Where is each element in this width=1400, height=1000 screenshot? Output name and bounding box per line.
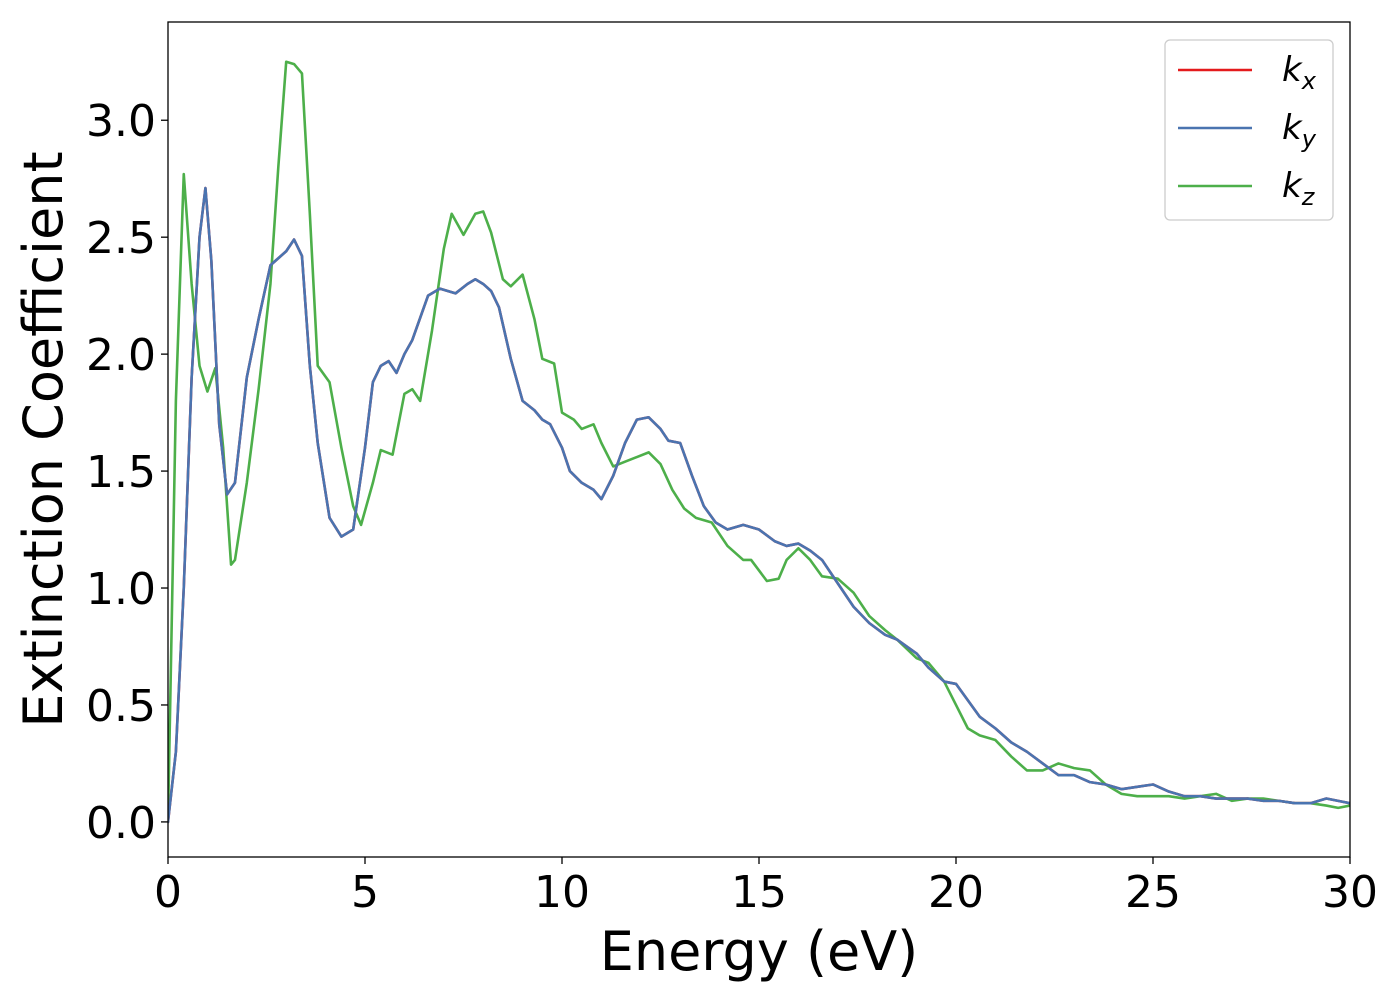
x-axis-label: Energy (eV) — [600, 920, 919, 983]
legend-box — [1164, 39, 1334, 221]
y-tick-label: 2.5 — [86, 213, 156, 264]
series-line-z — [168, 60, 1350, 824]
x-tick-label: 20 — [928, 867, 984, 918]
legend-label-z: kz — [1282, 166, 1316, 211]
y-axis-label: Extinction Coefficient — [12, 151, 75, 727]
x-tick-label: 15 — [731, 867, 787, 918]
y-tick-label: 2.0 — [86, 330, 156, 381]
x-tick-label: 25 — [1125, 867, 1181, 918]
series-line-y — [168, 186, 1350, 824]
axis-ticks: 0 5 10 15 20 25 30 0.0 0.5 1.0 1.5 2.0 2.5 3.0 — [86, 96, 1378, 918]
y-tick-label: 1.5 — [86, 447, 156, 498]
y-tick-label: 0.5 — [86, 681, 156, 732]
legend: kx ky kz — [1164, 39, 1334, 221]
y-tick-label: 0.0 — [86, 798, 156, 849]
x-tick-label: 10 — [534, 867, 590, 918]
legend-label-y: ky — [1282, 108, 1317, 153]
x-tick-label: 0 — [154, 867, 182, 918]
y-tick-label: 1.0 — [86, 564, 156, 615]
series-line-x — [168, 186, 1350, 824]
series-layer — [168, 60, 1350, 824]
legend-label-x: kx — [1282, 50, 1317, 95]
x-tick-label: 30 — [1322, 867, 1378, 918]
x-tick-label: 5 — [351, 867, 379, 918]
y-tick-label: 3.0 — [86, 96, 156, 147]
